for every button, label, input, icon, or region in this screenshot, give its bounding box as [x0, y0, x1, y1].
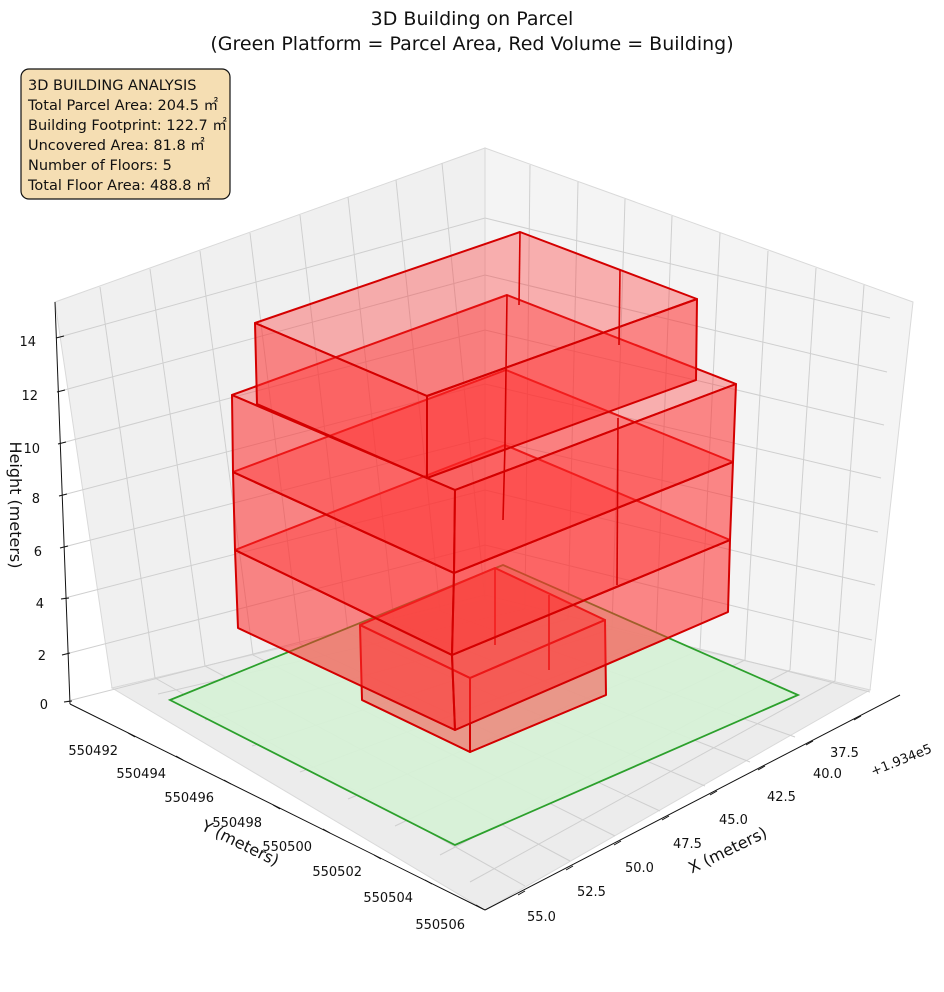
grid-line — [56, 274, 888, 393]
y-tick-label: 550492 — [68, 744, 118, 759]
y-tick-label: 550502 — [312, 865, 362, 880]
x-tick-label: 42.5 — [767, 790, 796, 805]
x-offset-label: +1.934e5 — [869, 742, 934, 780]
y-axis: 550492 550494 550496 550498 550500 55050… — [68, 703, 486, 933]
building-edge — [237, 627, 456, 731]
info-line: 3D BUILDING ANALYSIS — [28, 78, 196, 94]
building-face — [453, 383, 737, 574]
z-tick-marks — [55, 335, 73, 703]
chart-title-line-1: 3D Building on Parcel — [371, 8, 574, 30]
grid-line — [744, 250, 769, 661]
chart-title-line-2: (Green Platform = Parcel Area, Red Volum… — [210, 33, 733, 55]
z-tick-label: 10 — [23, 442, 40, 457]
grid-line — [57, 329, 885, 445]
info-line: Uncovered Area: 81.8 ㎡ — [28, 137, 205, 154]
info-line: Total Parcel Area: 204.5 ㎡ — [27, 97, 219, 114]
y-tick-label: 550506 — [415, 918, 465, 933]
grid-line — [149, 268, 206, 667]
grid-line — [55, 217, 891, 339]
building-edge — [504, 369, 507, 446]
building-edge — [618, 269, 621, 346]
building-face — [426, 298, 698, 479]
info-box-background — [20, 68, 231, 200]
x-tick-label: 55.0 — [527, 910, 556, 925]
x-tick-marks — [517, 715, 862, 896]
y-tick-marks — [127, 732, 484, 910]
grid-line — [789, 267, 817, 671]
x-tick-label: 50.0 — [625, 861, 654, 876]
building-edge — [469, 694, 607, 753]
info-line: Number of Floors: 5 — [28, 158, 172, 174]
z-tick-label: 2 — [38, 649, 46, 664]
grid-line — [834, 284, 865, 682]
x-tick-label: 47.5 — [673, 837, 702, 852]
info-line: Building Footprint: 122.7 ㎡ — [28, 117, 227, 134]
building-edge — [454, 611, 729, 731]
grid-line — [99, 286, 156, 679]
z-axis: 0 2 4 6 8 10 12 14 Height (meters) — [6, 301, 73, 713]
z-tick-label: 8 — [32, 492, 40, 507]
analysis-info-box: 3D BUILDING ANALYSIS Total Parcel Area: … — [20, 68, 231, 200]
x-tick-label: 40.0 — [813, 767, 842, 782]
building-edge — [505, 294, 508, 371]
z-tick-label: 0 — [40, 698, 48, 713]
info-line: Total Floor Area: 488.8 ㎡ — [27, 177, 211, 194]
z-tick-label: 4 — [36, 597, 44, 612]
building-volume — [231, 231, 737, 753]
x-tick-label: 52.5 — [577, 885, 606, 900]
x-tick-label: 37.5 — [830, 746, 859, 761]
grid-line — [469, 680, 836, 883]
z-tick-label: 14 — [19, 335, 36, 350]
y-tick-label: 550504 — [363, 891, 413, 906]
z-axis-line — [54, 301, 71, 705]
z-axis-label: Height (meters) — [6, 442, 25, 569]
building-edge — [616, 417, 619, 586]
building-edge — [502, 444, 506, 521]
y-tick-label: 550498 — [212, 816, 262, 831]
y-tick-label: 550500 — [262, 840, 312, 855]
y-tick-label: 550496 — [164, 791, 214, 806]
z-tick-label: 6 — [34, 545, 42, 560]
x-axis-line — [484, 694, 901, 911]
building-edge — [518, 231, 521, 306]
y-tick-label: 550494 — [116, 767, 166, 782]
building-edge — [361, 699, 471, 753]
x-tick-label: 45.0 — [719, 813, 748, 828]
z-tick-label: 12 — [21, 389, 38, 404]
